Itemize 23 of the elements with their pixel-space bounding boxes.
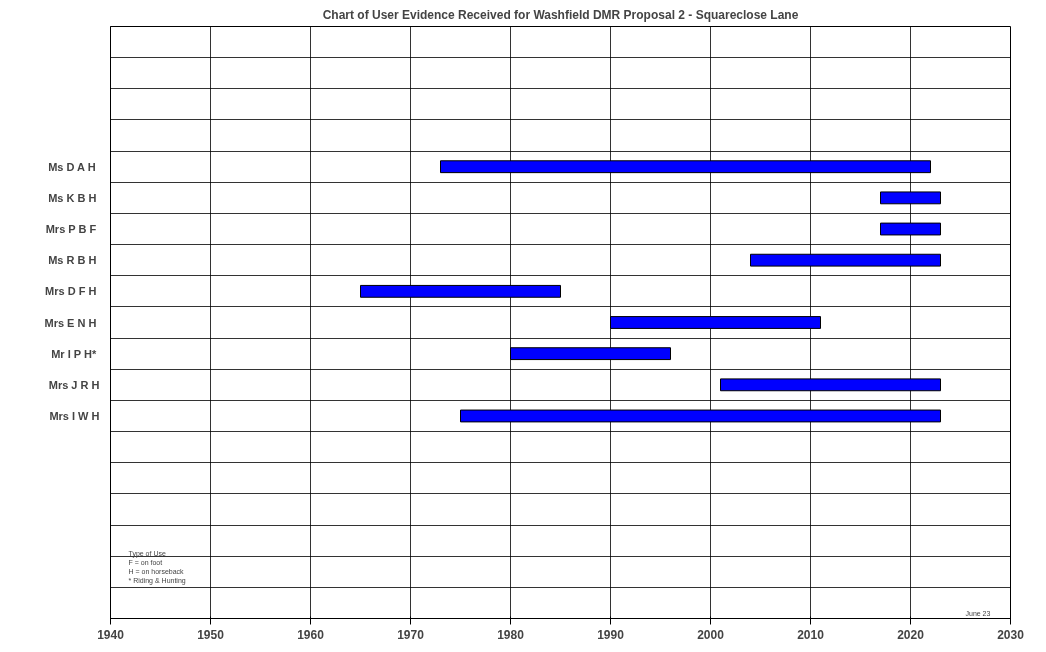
x-tick-label: 1980 xyxy=(497,627,525,642)
x-tick-label: 1940 xyxy=(97,627,125,642)
x-tick-label: 1950 xyxy=(197,627,225,642)
y-tick-label: Mrs J R H xyxy=(48,378,100,391)
x-tick-label: 1970 xyxy=(397,627,425,642)
y-tick-label: Mr I P H* xyxy=(51,347,97,360)
x-tick-label: 1960 xyxy=(297,627,325,642)
y-tick-label: Ms R B H xyxy=(48,254,97,267)
y-tick-label: Mrs D F H xyxy=(45,285,97,298)
chart-title: Chart of User Evidence Received for Washfield DMR Proposal 2 - Squareclose Lane xyxy=(322,7,799,22)
bar xyxy=(610,316,821,329)
y-tick-label: Mrs P B F xyxy=(45,223,97,236)
y-tick-label: Ms K B H xyxy=(48,191,97,204)
bar xyxy=(510,347,671,361)
y-tick-label: Mrs E N H xyxy=(44,316,97,329)
x-tick-label: 2030 xyxy=(997,627,1025,642)
x-tick-label: 2010 xyxy=(797,627,825,642)
x-tick-label: 2020 xyxy=(897,627,925,642)
bar xyxy=(360,284,561,298)
y-tick-label: Ms D A H xyxy=(48,160,96,173)
x-tick-label: 2000 xyxy=(697,627,725,642)
x-tick-label: 1990 xyxy=(597,627,625,642)
y-tick-label: Mrs I W H xyxy=(49,409,100,422)
